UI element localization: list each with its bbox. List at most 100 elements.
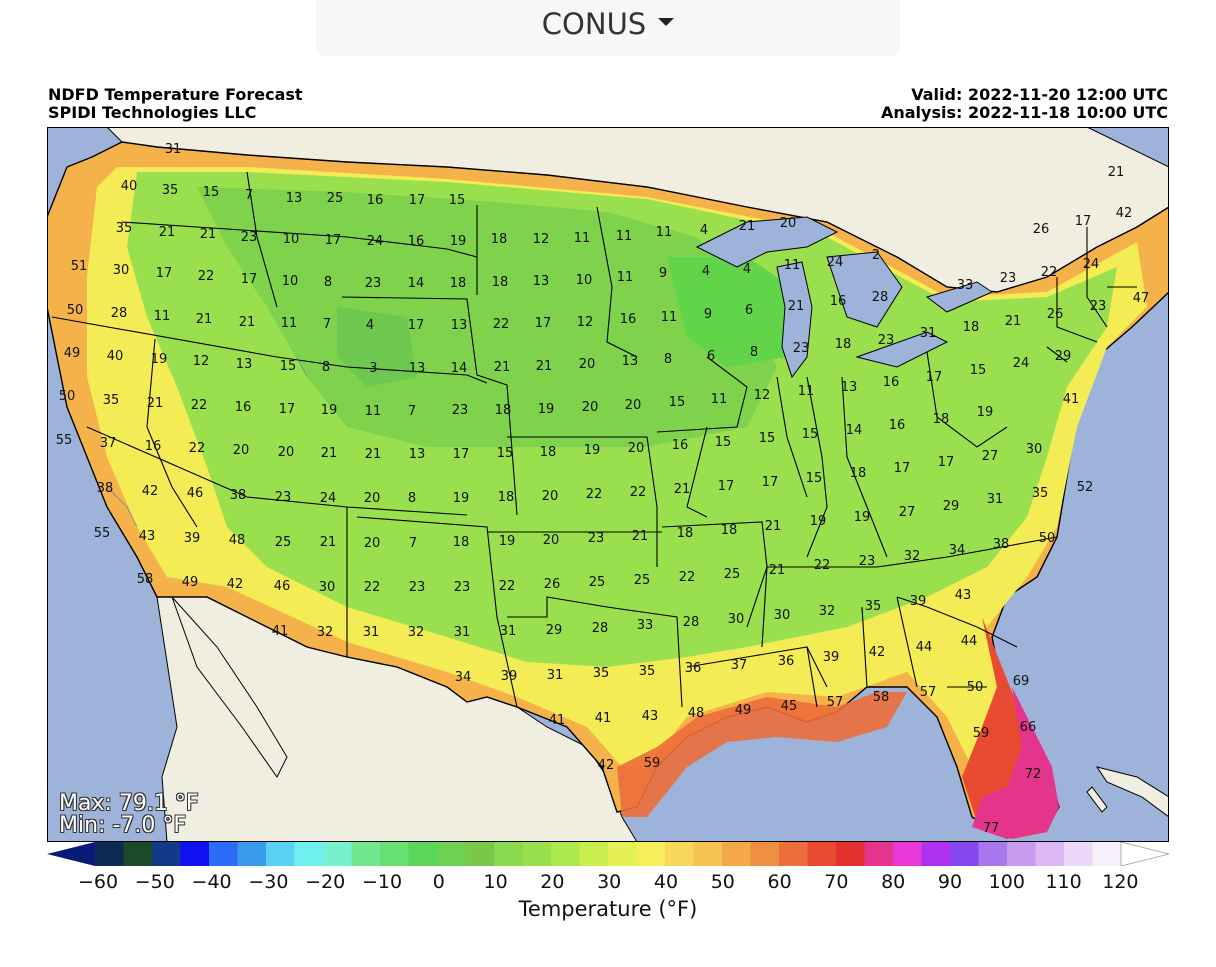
colorbar-segment (266, 842, 295, 866)
colorbar-tick-label: −20 (305, 871, 346, 893)
temperature-label: 20 (542, 489, 559, 504)
temperature-label: 24 (1083, 257, 1100, 272)
temperature-label: 16 (408, 234, 425, 249)
colorbar-tick-label: −40 (191, 871, 232, 893)
temperature-label: 21 (147, 396, 164, 411)
temperature-label: 21 (494, 360, 511, 375)
temperature-label: 50 (967, 680, 984, 695)
colorbar-label: Temperature (°F) (518, 897, 698, 921)
temperature-label: 46 (274, 579, 291, 594)
colorbar-segment (180, 842, 210, 866)
temperature-label: 33 (957, 278, 974, 293)
temperature-label: 13 (236, 357, 253, 372)
temperature-label: 11 (656, 225, 673, 240)
min-temperature: Min: -7.0 °F (59, 813, 187, 838)
temperature-label: 43 (139, 529, 156, 544)
temperature-label: 35 (103, 393, 120, 408)
max-temperature: Max: 79.1 °F (59, 791, 199, 816)
colorbar-segment (665, 842, 694, 866)
temperature-label: 25 (589, 575, 606, 590)
temperature-label: 16 (830, 294, 847, 309)
temperature-label: 4 (366, 318, 374, 333)
lake-ontario (925, 281, 994, 313)
temperature-label: 24 (320, 491, 337, 506)
temperature-label: 19 (584, 443, 601, 458)
temperature-label: 2 (872, 248, 880, 263)
temperature-label: 43 (642, 709, 659, 724)
colorbar-segment (693, 842, 723, 866)
temperature-label: 41 (549, 713, 566, 728)
temperature-label: 17 (409, 193, 426, 208)
colorbar-segment (380, 842, 409, 866)
region-dropdown-label: CONUS (541, 7, 647, 41)
colorbar-segment (351, 842, 381, 866)
temperature-label: 12 (754, 388, 771, 403)
temperature-label: 39 (823, 650, 840, 665)
colorbar-tick-label: 40 (653, 871, 679, 893)
temperature-label: 10 (576, 273, 593, 288)
temperature-label: 16 (672, 438, 689, 453)
temperature-label: 11 (784, 258, 801, 273)
temperature-label: 59 (644, 756, 661, 771)
temperature-label: 18 (492, 275, 509, 290)
temperature-label: 8 (750, 345, 758, 360)
colorbar-tick-label: 20 (540, 871, 565, 893)
temperature-label: 15 (497, 446, 514, 461)
temperature-label: 29 (1055, 349, 1072, 364)
map-organization: SPIDI Technologies LLC (48, 103, 257, 122)
map-title: NDFD Temperature Forecast (48, 85, 303, 104)
temperature-label: 29 (546, 623, 563, 638)
temperature-label: 22 (679, 570, 696, 585)
temperature-label: 35 (639, 664, 656, 679)
temperature-label: 20 (625, 398, 642, 413)
colorbar-segment (209, 842, 238, 866)
temperature-label: 25 (724, 567, 741, 582)
temperature-label: 23 (275, 490, 292, 505)
temperature-label: 39 (501, 669, 518, 684)
temperature-label: 18 (540, 445, 557, 460)
colorbar-tick-label: 60 (767, 871, 792, 893)
region-dropdown[interactable]: CONUS (316, 0, 900, 56)
temperature-label: 31 (500, 624, 517, 639)
temperature-label: 48 (229, 533, 246, 548)
temperature-label: 38 (230, 488, 247, 503)
temperature-label: 50 (59, 389, 76, 404)
temperature-label: 13 (841, 380, 858, 395)
lake-superior (695, 216, 839, 268)
temperature-label: 4 (702, 264, 710, 279)
temperature-label: 31 (547, 668, 564, 683)
temperature-label: 50 (67, 303, 84, 318)
usa-colder-zone (197, 187, 777, 447)
temperature-label: 21 (769, 563, 786, 578)
colorbar-segment (522, 842, 552, 866)
temperature-label: 21 (765, 519, 782, 534)
temperature-label: 47 (1133, 291, 1150, 306)
colorbar-segment (750, 842, 780, 866)
temperature-label: 27 (982, 449, 999, 464)
temperature-label: 27 (899, 505, 916, 520)
temperature-label: 66 (1020, 720, 1037, 735)
temperature-label: 22 (499, 579, 516, 594)
temperature-label: 18 (933, 412, 950, 427)
temperature-label: 15 (759, 431, 776, 446)
temperature-label: 19 (321, 403, 338, 418)
temperature-label: 48 (688, 706, 705, 721)
temperature-label: 22 (814, 558, 831, 573)
temperature-label: 15 (669, 395, 686, 410)
temperature-label: 28 (111, 306, 128, 321)
temperature-label: 11 (711, 392, 728, 407)
temperature-label: 36 (685, 661, 702, 676)
temperature-label: 21 (788, 299, 805, 314)
temperature-label: 6 (745, 303, 753, 318)
temperature-label: 11 (798, 384, 815, 399)
temperature-label: 40 (121, 179, 138, 194)
chevron-down-icon (658, 18, 675, 26)
temperature-label: 16 (620, 312, 637, 327)
temperature-label: 18 (450, 276, 467, 291)
temperature-label: 17 (279, 402, 296, 417)
temperature-label: 18 (453, 535, 470, 550)
colorbar-ticks: −60 −50 −40 −30 −20 −10 0 10 20 30 40 50 60 70 80 90 100… (0, 871, 1216, 897)
temperature-label: 20 (582, 400, 599, 415)
temperature-label: 9 (704, 307, 712, 322)
